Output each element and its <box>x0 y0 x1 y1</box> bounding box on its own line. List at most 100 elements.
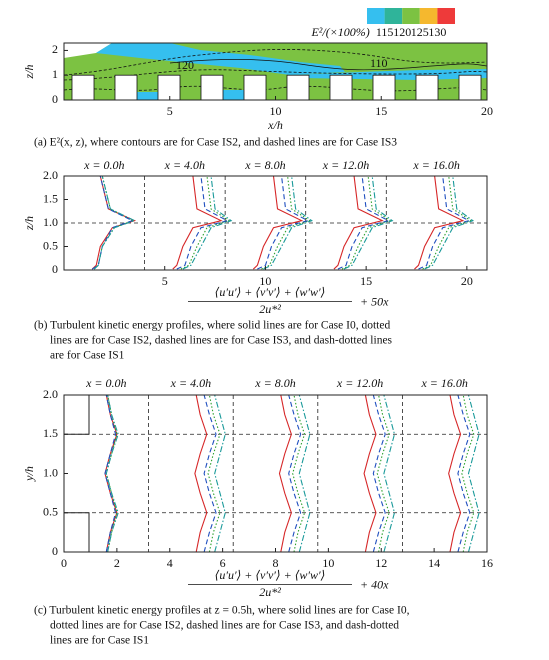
station-label: x = 16.0h <box>412 158 459 172</box>
profile-line <box>448 394 462 553</box>
x-tick-label: 2 <box>114 556 120 570</box>
profile-line <box>343 175 394 270</box>
station-label: x = 0.0h <box>83 158 124 172</box>
profile-line <box>333 175 384 270</box>
x-tick-label: 15 <box>360 274 372 288</box>
profile-line <box>105 394 119 553</box>
contour-label: 110 <box>370 56 388 70</box>
profile-line <box>263 175 313 270</box>
station-label: x = 8.0h <box>254 376 295 390</box>
profile-line <box>278 394 292 553</box>
caption: (a) E²(x, z), where contours are for Cas… <box>34 137 397 149</box>
field-cyan <box>137 92 158 100</box>
building <box>329 74 353 101</box>
building <box>415 74 439 101</box>
y-tick-label: 2 <box>52 42 58 56</box>
caption: are for Case IS1 <box>50 350 125 362</box>
y-tick-label: 1.5 <box>43 426 58 440</box>
profile-line <box>176 175 229 270</box>
x-tick-label: 20 <box>461 274 473 288</box>
x-tick-label: 5 <box>162 274 168 288</box>
profile-line <box>252 175 304 270</box>
y-tick-label: 1.0 <box>43 215 58 229</box>
profile-line <box>180 175 231 270</box>
field-cyan <box>96 43 345 75</box>
x-axis-label-numerator: ⟨u′u′⟩ + ⟨v′v′⟩ + ⟨w′w′⟩ <box>215 285 326 299</box>
y-tick-label: 2.0 <box>43 168 58 182</box>
profile-line <box>214 394 226 553</box>
profile-line <box>298 394 311 553</box>
x-tick-label: 6 <box>220 556 226 570</box>
x-tick-label: 5 <box>167 104 173 118</box>
x-tick-label: 10 <box>259 274 271 288</box>
profile-line <box>422 175 473 270</box>
profile-line <box>383 394 396 553</box>
station-label: x = 0.0h <box>85 376 126 390</box>
colorbar-swatch <box>384 8 403 24</box>
profile-line <box>172 175 223 270</box>
station-label: x = 12.0h <box>336 376 383 390</box>
y-axis-label: y/h <box>22 466 36 482</box>
y-tick-label: 1.0 <box>43 465 58 479</box>
x-tick-label: 10 <box>322 556 334 570</box>
y-axis-label: z/h <box>22 64 36 79</box>
y-tick-label: 1.5 <box>43 191 58 205</box>
profile-line <box>376 394 390 553</box>
contour-dashed <box>63 49 488 76</box>
profile-line <box>288 394 302 553</box>
x-axis-label: x/h <box>267 118 283 132</box>
colorbar-tick-label: 130 <box>428 25 446 39</box>
y-tick-label: 0.5 <box>43 505 58 519</box>
y-tick-label: 0 <box>52 262 58 276</box>
y-tick-label: 0 <box>52 544 58 558</box>
station-label: x = 4.0h <box>164 158 205 172</box>
x-tick-label: 14 <box>428 556 440 570</box>
building <box>114 74 138 101</box>
profile-line <box>257 175 310 270</box>
profile-line <box>93 175 136 270</box>
building <box>372 74 396 101</box>
caption: dotted lines are for Case IS2, dashed li… <box>50 620 399 632</box>
profile-line <box>363 394 377 553</box>
building <box>200 74 224 101</box>
x-tick-label: 12 <box>375 556 387 570</box>
x-tick-label: 0 <box>61 556 67 570</box>
caption: (c) Turbulent kinetic energy profiles at… <box>34 605 410 617</box>
profile-line <box>457 394 471 553</box>
contour-dashed <box>63 69 488 81</box>
colorbar-tick-label: 115 <box>376 25 394 39</box>
profile-line <box>424 175 475 270</box>
x-tick-label: 20 <box>481 104 493 118</box>
profile-line <box>203 394 217 553</box>
building <box>71 74 95 101</box>
station-label: x = 8.0h <box>244 158 285 172</box>
building-outline <box>63 512 90 553</box>
colorbar-swatch <box>437 8 455 24</box>
building <box>157 74 181 101</box>
building <box>286 74 310 101</box>
colorbar-swatch <box>402 8 420 24</box>
y-tick-label: 0.5 <box>43 238 58 252</box>
field-blank <box>64 43 112 58</box>
x-axis-label-denominator: 2u*² <box>259 302 281 316</box>
caption: (b) Turbulent kinetic energy profiles, w… <box>34 320 390 332</box>
colorbar-label: E²/(×100%) <box>310 25 369 39</box>
profile-line <box>292 394 306 553</box>
profile-line <box>337 175 390 270</box>
plot-frame <box>63 394 488 553</box>
profile-line <box>182 175 233 270</box>
profile-line <box>467 394 480 553</box>
y-tick-label: 2.0 <box>43 387 58 401</box>
contour-field: 120 110 <box>63 43 488 101</box>
y-tick-label: 1 <box>52 67 58 81</box>
caption: lines are for Case IS1 <box>50 635 149 647</box>
station-label: x = 16.0h <box>420 376 467 390</box>
station-label: x = 4.0h <box>170 376 211 390</box>
profile-line <box>341 175 392 270</box>
colorbar-swatch <box>367 8 385 24</box>
x-axis-label-denominator: 2u*² <box>259 585 281 599</box>
profile-line <box>91 175 137 270</box>
y-tick-label: 0 <box>52 92 58 106</box>
field-cyan <box>223 90 244 100</box>
